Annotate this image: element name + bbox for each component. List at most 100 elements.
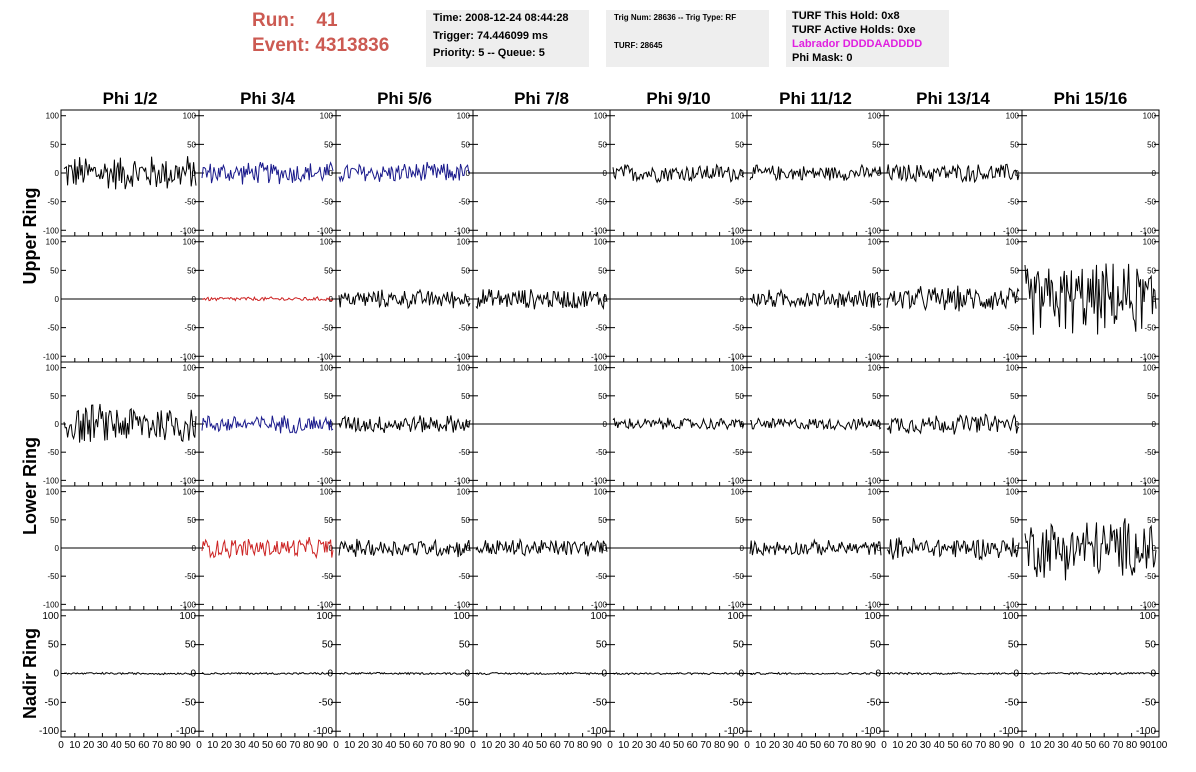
- y-tick-label: -50: [458, 448, 470, 457]
- y-tick-label: -50: [45, 697, 60, 708]
- y-tick-label: -50: [1144, 572, 1156, 581]
- y-tick-label: -50: [869, 448, 881, 457]
- y-tick-label: 0: [1015, 544, 1020, 553]
- y-tick-label: 100: [1006, 238, 1020, 247]
- x-tick-label: 70: [426, 740, 438, 751]
- y-tick-label: -100: [728, 600, 745, 609]
- y-tick-label: -100: [1136, 726, 1156, 737]
- x-tick-label: 60: [138, 740, 150, 751]
- y-tick-label: -100: [728, 476, 745, 485]
- run-event-header: Run: 41 Event: 4313836: [252, 8, 422, 58]
- y-tick-label: -50: [732, 572, 744, 581]
- y-tick-label: -100: [317, 600, 334, 609]
- y-tick-label: 0: [192, 169, 197, 178]
- y-tick-label: 0: [875, 669, 881, 680]
- y-tick-label: -100: [454, 476, 471, 485]
- y-tick-label: -50: [47, 448, 59, 457]
- x-tick-label: 30: [646, 740, 658, 751]
- y-tick-label: -100: [454, 352, 471, 361]
- x-tick-label: 50: [673, 740, 685, 751]
- y-tick-label: -100: [865, 226, 882, 235]
- y-tick-label: -50: [595, 324, 607, 333]
- x-tick-label: 60: [961, 740, 973, 751]
- y-tick-label: -50: [184, 448, 196, 457]
- waveform-trace: [63, 403, 197, 443]
- y-tick-label: 0: [190, 669, 196, 680]
- y-tick-label: 100: [46, 112, 60, 121]
- waveform-trace: [338, 288, 471, 310]
- x-tick-label: 60: [550, 740, 562, 751]
- x-tick-label: 50: [262, 740, 274, 751]
- y-tick-label: -100: [1140, 352, 1157, 361]
- y-tick-label: 100: [183, 364, 197, 373]
- x-tick-label: 10: [207, 740, 219, 751]
- waveform-trace: [1024, 518, 1157, 581]
- column-title: Phi 1/2: [103, 89, 158, 108]
- y-tick-label: 50: [735, 392, 744, 401]
- y-tick-label: -100: [591, 600, 608, 609]
- y-tick-label: 100: [457, 364, 471, 373]
- y-tick-label: -100: [454, 226, 471, 235]
- x-tick-label: 40: [522, 740, 534, 751]
- x-tick-label: 80: [851, 740, 863, 751]
- x-tick-label: 90: [1003, 740, 1015, 751]
- time-text: Time: 2008-12-24 08:44:28: [433, 12, 569, 24]
- waveform-trace: [749, 417, 882, 431]
- waveform-trace: [612, 163, 745, 184]
- x-tick-label: 60: [276, 740, 288, 751]
- y-tick-label: -50: [595, 198, 607, 207]
- y-tick-label: -50: [1007, 324, 1019, 333]
- y-tick-label: 100: [46, 238, 60, 247]
- y-tick-label: 0: [1152, 544, 1157, 553]
- y-tick-label: 0: [466, 295, 471, 304]
- waveform-trace: [63, 156, 197, 190]
- x-tick-label: 80: [303, 740, 315, 751]
- y-tick-label: 50: [324, 516, 333, 525]
- waveform-trace: [201, 671, 334, 676]
- y-tick-label: 0: [327, 669, 333, 680]
- y-tick-label: 50: [187, 392, 196, 401]
- y-tick-label: 50: [598, 516, 607, 525]
- y-tick-label: 0: [1013, 669, 1019, 680]
- ring-label: Upper Ring: [20, 188, 40, 285]
- x-tick-label: 70: [1112, 740, 1124, 751]
- column-title: Phi 7/8: [514, 89, 569, 108]
- y-tick-label: 50: [459, 640, 471, 651]
- y-tick-label: 100: [731, 238, 745, 247]
- x-tick-label: 10: [69, 740, 81, 751]
- y-tick-label: -100: [313, 726, 333, 737]
- waveform-trace: [64, 671, 197, 676]
- y-tick-label: -100: [180, 600, 197, 609]
- y-tick-label: -50: [458, 324, 470, 333]
- y-tick-label: 100: [1006, 112, 1020, 121]
- y-tick-label: 50: [185, 640, 197, 651]
- y-tick-label: 0: [55, 544, 60, 553]
- y-tick-label: -50: [869, 324, 881, 333]
- y-tick-label: -100: [43, 352, 60, 361]
- y-tick-label: 0: [53, 669, 59, 680]
- x-tick-label: 10: [1030, 740, 1042, 751]
- waveform-trace: [201, 537, 334, 560]
- y-tick-label: 0: [55, 295, 60, 304]
- y-tick-label: 100: [320, 238, 334, 247]
- y-tick-label: 100: [731, 112, 745, 121]
- y-tick-label: 50: [1147, 392, 1156, 401]
- y-tick-label: 100: [1002, 611, 1019, 622]
- y-tick-label: 0: [603, 544, 608, 553]
- y-tick-label: -100: [591, 352, 608, 361]
- y-tick-label: 50: [322, 640, 334, 651]
- column-title: Phi 15/16: [1054, 89, 1128, 108]
- y-tick-label: 50: [461, 140, 470, 149]
- y-tick-label: 100: [453, 611, 470, 622]
- y-tick-label: -100: [1003, 476, 1020, 485]
- x-tick-label: 0: [470, 740, 476, 751]
- x-tick-label: 0: [333, 740, 339, 751]
- y-tick-label: 0: [466, 420, 471, 429]
- y-tick-label: 100: [320, 488, 334, 497]
- x-tick-label: 0: [744, 740, 750, 751]
- y-tick-label: 0: [55, 169, 60, 178]
- y-tick-label: 100: [731, 488, 745, 497]
- column-title: Phi 13/14: [916, 89, 990, 108]
- x-tick-label: 20: [1044, 740, 1056, 751]
- y-tick-label: 100: [864, 611, 881, 622]
